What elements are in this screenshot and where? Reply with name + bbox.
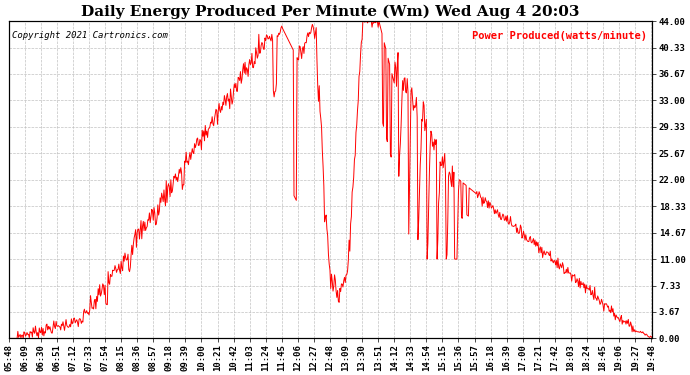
Title: Daily Energy Produced Per Minute (Wm) Wed Aug 4 20:03: Daily Energy Produced Per Minute (Wm) We… — [81, 4, 580, 18]
Text: Copyright 2021 Cartronics.com: Copyright 2021 Cartronics.com — [12, 31, 168, 40]
Text: Power Produced(watts/minute): Power Produced(watts/minute) — [472, 31, 647, 40]
